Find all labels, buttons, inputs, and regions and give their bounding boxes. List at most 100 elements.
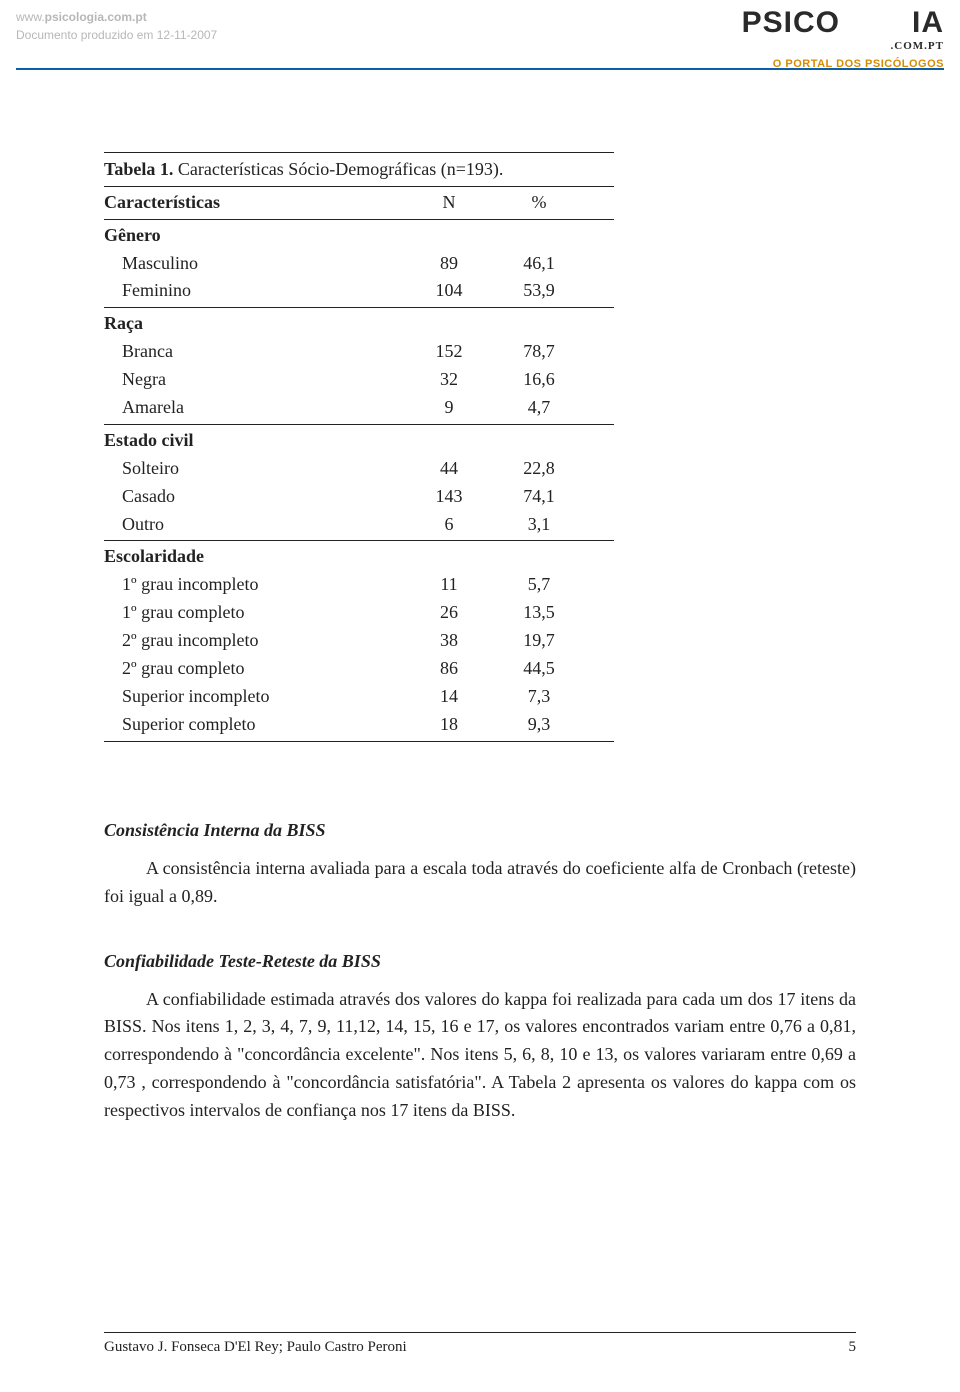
table-cell-pct: 74,1 [494,483,584,511]
brand-wordmark: PSICOLOGIA [742,8,944,38]
table-cell-n: 89 [404,250,494,278]
table-cell-pct: 22,8 [494,455,584,483]
page-header: www.psicologia.com.pt Documento produzid… [16,8,944,70]
table-cell-empty [494,427,584,455]
brand-part-3: IA [912,8,944,38]
table-rule [104,219,614,220]
brand-suffix: .COM.PT [742,40,944,52]
table-row: Negra3216,6 [104,366,614,394]
table-cell-label: 2º grau incompleto [104,627,404,655]
table-cell-pct: 16,6 [494,366,584,394]
section-confiabilidade: Confiabilidade Teste-Reteste da BISS A c… [104,951,856,1125]
table-cell-label: 1º grau incompleto [104,571,404,599]
table-cell-label: Negra [104,366,404,394]
table-cell-label: 1º grau completo [104,599,404,627]
table-header-n: N [404,189,494,217]
table-category-label: Estado civil [104,427,404,455]
table-cell-n: 6 [404,511,494,539]
url-prefix: www. [16,10,45,24]
table-row: Feminino10453,9 [104,277,614,305]
table-cell-pct: 53,9 [494,277,584,305]
table-row: Masculino8946,1 [104,250,614,278]
table-row: 2º grau completo8644,5 [104,655,614,683]
section-title: Consistência Interna da BISS [104,820,856,841]
table-cell-n: 11 [404,571,494,599]
table-cell-pct: 46,1 [494,250,584,278]
table-rule [104,540,614,541]
table-cell-n: 143 [404,483,494,511]
table-rule-bottom [104,741,614,742]
table-category-label: Gênero [104,222,404,250]
table-category-label: Raça [104,310,404,338]
table-caption: Tabela 1. Características Sócio-Demográf… [104,155,614,184]
section-paragraph: A confiabilidade estimada através dos va… [104,986,856,1125]
brand-part-2: LOG [842,6,910,39]
table-cell-n: 38 [404,627,494,655]
table-cell-n: 32 [404,366,494,394]
table-row: Casado14374,1 [104,483,614,511]
footer-authors: Gustavo J. Fonseca D'El Rey; Paulo Castr… [104,1339,407,1356]
table-cell-n: 152 [404,338,494,366]
table-category-row: Gênero [104,222,614,250]
table-cell-empty [404,543,494,571]
table-cell-n: 14 [404,683,494,711]
table-cell-label: Outro [104,511,404,539]
table-cell-empty [494,222,584,250]
page-footer: Gustavo J. Fonseca D'El Rey; Paulo Castr… [104,1332,856,1356]
table-cell-label: Amarela [104,394,404,422]
section-paragraph: A consistência interna avaliada para a e… [104,855,856,911]
table-row: Solteiro4422,8 [104,455,614,483]
page-number: 5 [849,1339,857,1356]
table-rule [104,186,614,187]
table-cell-pct: 44,5 [494,655,584,683]
table-row: Superior incompleto147,3 [104,683,614,711]
table-cell-empty [494,310,584,338]
table-cell-label: Branca [104,338,404,366]
table-body: GêneroMasculino8946,1Feminino10453,9 Raça… [104,222,614,739]
table-cell-empty [494,543,584,571]
table-cell-label: Feminino [104,277,404,305]
table-cell-label: Casado [104,483,404,511]
table-header-row: Características N % [104,189,614,217]
table-cell-pct: 3,1 [494,511,584,539]
table-cell-label: Superior incompleto [104,683,404,711]
table-category-row: Raça [104,310,614,338]
table-cell-empty [404,427,494,455]
table-cell-n: 9 [404,394,494,422]
table-header-characteristics: Características [104,189,404,217]
footer-rule [104,1332,856,1333]
table-row: 2º grau incompleto3819,7 [104,627,614,655]
table-cell-pct: 7,3 [494,683,584,711]
footer-line: Gustavo J. Fonseca D'El Rey; Paulo Castr… [104,1339,856,1356]
url-domain: psicologia.com.pt [45,10,147,24]
header-rule [16,68,944,70]
page-content: Tabela 1. Características Sócio-Demográf… [104,150,856,1139]
doc-date-line: Documento produzido em 12-11-2007 [16,26,217,44]
brand-logo: PSICOLOGIA .COM.PT O PORTAL DOS PSICÓLOG… [742,8,944,70]
table-cell-pct: 5,7 [494,571,584,599]
table-cell-pct: 4,7 [494,394,584,422]
table-cell-pct: 19,7 [494,627,584,655]
table-cell-label: Solteiro [104,455,404,483]
table-cell-label: Superior completo [104,711,404,739]
brand-highlight-box: LOG [840,8,912,38]
table-row: Amarela94,7 [104,394,614,422]
brand-part-1: PSICO [742,8,840,38]
table-cell-n: 18 [404,711,494,739]
site-url: www.psicologia.com.pt [16,8,217,26]
table-rule [104,307,614,308]
table-cell-n: 26 [404,599,494,627]
header-meta: www.psicologia.com.pt Documento produzid… [16,8,217,44]
table-cell-label: Masculino [104,250,404,278]
table-cell-pct: 9,3 [494,711,584,739]
table-row: Branca15278,7 [104,338,614,366]
table-rule [104,424,614,425]
table-rule-top [104,152,614,153]
table-category-row: Escolaridade [104,543,614,571]
demographics-table: Tabela 1. Características Sócio-Demográf… [104,152,614,742]
table-row: 1º grau incompleto115,7 [104,571,614,599]
table-cell-pct: 13,5 [494,599,584,627]
table-cell-empty [404,222,494,250]
table-cell-n: 44 [404,455,494,483]
table-row: Outro63,1 [104,511,614,539]
